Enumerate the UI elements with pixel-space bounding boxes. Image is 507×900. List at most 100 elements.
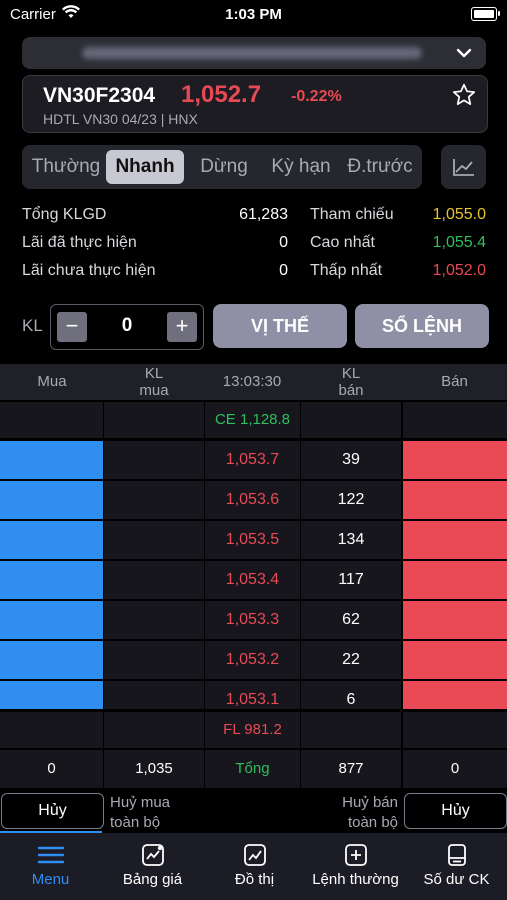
realized-pl-value: 0	[279, 234, 288, 251]
nav-menu[interactable]: Menu	[0, 843, 101, 888]
menu-icon	[37, 846, 64, 864]
status-bar: Carrier 1:03 PM	[0, 0, 507, 30]
orderbook-cell	[205, 561, 300, 599]
buy-depth-bar	[0, 481, 103, 519]
floor-price: FL 981.2	[223, 721, 282, 738]
order-type-tabs: Thường Nhanh Dừng Kỳ hạn Đ.trước	[22, 145, 422, 189]
nav-chart[interactable]: Đồ thị	[204, 843, 305, 888]
orderbook-cell	[403, 750, 507, 788]
wallet-icon	[447, 844, 466, 866]
nav-normal-order-label: Lệnh thường	[312, 871, 399, 888]
sell-qty: 39	[342, 451, 360, 468]
cancel-all-buy-button[interactable]: Huỷ mua toàn bộ	[110, 794, 171, 831]
unrealized-pl-value: 0	[279, 262, 288, 279]
tab-thuong[interactable]: Thường	[31, 156, 101, 177]
star-icon[interactable]	[451, 82, 477, 108]
orderbook-price[interactable]: 1,053.2	[225, 651, 280, 668]
orderbook-cell	[205, 750, 300, 788]
orderbook-price[interactable]: 1,053.7	[225, 451, 280, 468]
clock: 1:03 PM	[225, 6, 282, 23]
nav-balance-label: Số dư CK	[423, 871, 490, 888]
header-time: 13:03:30	[222, 373, 282, 390]
buy-depth-bar	[0, 641, 103, 679]
total-buy-qty: 1,035	[135, 760, 173, 777]
orderbook-cell	[104, 681, 204, 709]
orderbook-price[interactable]: 1,053.4	[225, 571, 280, 588]
plus-button[interactable]: +	[167, 312, 197, 342]
sell-depth-bar	[403, 641, 507, 679]
nav-normal-order[interactable]: Lệnh thường	[305, 843, 406, 888]
cancel-all-sell-button[interactable]: Huỷ bán toàn bộ	[342, 794, 398, 831]
orderbook-cell	[205, 601, 300, 639]
orderbook-cell	[0, 750, 103, 788]
account-selector[interactable]	[22, 37, 486, 69]
orderbook-cell	[104, 441, 204, 479]
sell-qty: 22	[342, 651, 360, 668]
orderbook-cell	[301, 641, 401, 679]
symbol-card[interactable]: VN30F2304 1,052.7 -0.22% HDTL VN30 04/23…	[22, 75, 488, 133]
tab-dat-truoc[interactable]: Đ.trước	[347, 156, 413, 177]
symbol-code: VN30F2304	[43, 84, 156, 107]
orderbook-price[interactable]: 1,053.3	[225, 611, 280, 628]
total-label: Tổng	[235, 760, 270, 777]
orderbook-cell	[301, 441, 401, 479]
sell-depth-bar	[403, 481, 507, 519]
orderbook-price[interactable]: 1,053.5	[225, 531, 280, 548]
symbol-subtitle: HDTL VN30 04/23 | HNX	[43, 111, 198, 127]
buy-depth-bar	[0, 521, 103, 559]
buy-depth-bar	[0, 681, 103, 709]
sell-qty: 117	[338, 571, 364, 588]
cancel-buy-button[interactable]: Hủy	[1, 793, 104, 829]
position-button[interactable]: VỊ THẾ	[213, 304, 347, 348]
sell-qty: 134	[337, 531, 365, 548]
tab-ky-han[interactable]: Kỳ hạn	[271, 156, 331, 177]
orderbook-cell	[104, 750, 204, 788]
quantity-value[interactable]: 0	[121, 315, 133, 336]
last-price: 1,052.7	[181, 81, 262, 108]
sell-depth-bar	[403, 681, 507, 709]
orderbook-cell	[301, 402, 401, 438]
header-buy: Mua	[37, 373, 67, 390]
line-chart-icon	[453, 159, 474, 176]
ref-price-value: 1,055.0	[432, 206, 486, 223]
header-buy-qty: KL mua	[139, 365, 169, 399]
account-name-redacted	[82, 47, 422, 59]
orderbook-cell	[0, 402, 103, 438]
orderbook-cell	[104, 641, 204, 679]
orderbook-price[interactable]: 1,053.1	[225, 691, 280, 708]
minus-button[interactable]: −	[57, 312, 87, 342]
tab-dung[interactable]: Dừng	[200, 156, 248, 177]
carrier-label: Carrier	[10, 6, 56, 23]
total-volume-value: 61,283	[239, 206, 288, 223]
orderbook-cell	[205, 521, 300, 559]
orderbook-cell	[301, 521, 401, 559]
orderbook-price[interactable]: 1,053.6	[225, 491, 280, 508]
nav-balance[interactable]: Số dư CK	[406, 843, 507, 888]
tab-nhanh[interactable]: Nhanh	[106, 150, 184, 184]
order-book-button[interactable]: SỔ LỆNH	[355, 304, 489, 348]
total-buy: 0	[47, 760, 56, 777]
high-price-label: Cao nhất	[310, 234, 375, 251]
unrealized-pl-label: Lãi chưa thực hiện	[22, 262, 156, 279]
orderbook-cell	[301, 712, 401, 748]
header-sell-qty: KL bán	[338, 365, 364, 399]
sell-qty: 62	[342, 611, 360, 628]
price-change: -0.22%	[291, 88, 342, 105]
orderbook-cell	[301, 481, 401, 519]
buy-depth-bar	[0, 561, 103, 599]
chart-button[interactable]	[441, 145, 486, 189]
nav-chart-label: Đồ thị	[234, 871, 275, 888]
buy-depth-bar	[0, 441, 103, 479]
cancel-sell-button[interactable]: Hủy	[404, 793, 507, 829]
sell-qty: 6	[346, 691, 356, 708]
sell-qty: 122	[337, 491, 365, 508]
orderbook-cell	[205, 712, 300, 748]
nav-price-board[interactable]: Bảng giá	[102, 843, 203, 888]
orderbook-cell	[403, 712, 507, 748]
quantity-label: KL	[22, 316, 43, 335]
sell-depth-bar	[403, 521, 507, 559]
high-price-value: 1,055.4	[432, 234, 486, 251]
orderbook-cell	[205, 641, 300, 679]
realized-pl-label: Lãi đã thực hiện	[22, 234, 137, 251]
orderbook-cell	[205, 402, 300, 438]
